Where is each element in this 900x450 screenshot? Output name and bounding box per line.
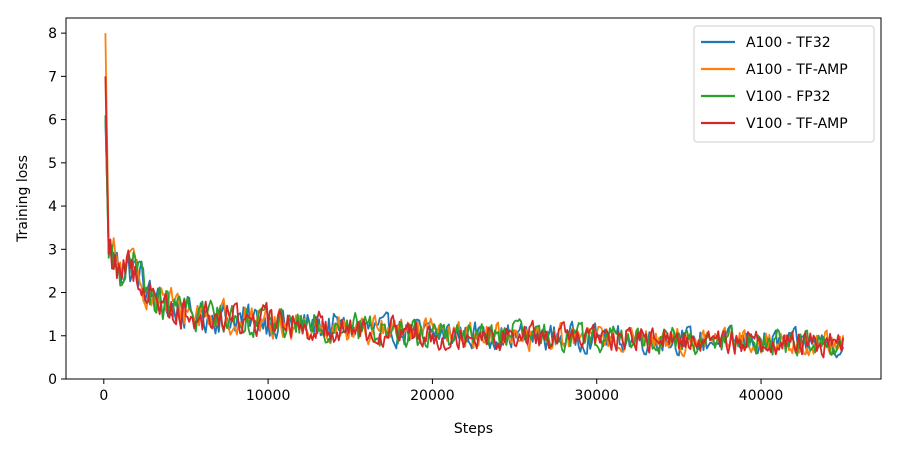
y-tick-label: 1	[48, 329, 57, 345]
x-tick-label: 0	[99, 388, 108, 404]
x-tick-label: 40000	[739, 388, 784, 404]
legend-entry-label: A100 - TF-AMP	[746, 62, 848, 78]
x-tick-label: 20000	[410, 388, 455, 404]
legend-entry-label: V100 - FP32	[746, 89, 831, 105]
plot-frame	[65, 17, 882, 380]
y-tick-label: 4	[48, 199, 57, 215]
y-tick-label: 5	[48, 156, 57, 172]
legend: A100 - TF32 A100 - TF-AMP V100 - FP32 V100 …	[693, 25, 875, 143]
y-tick-label: 0	[48, 372, 57, 388]
series-line	[104, 115, 844, 357]
y-tick-label: 2	[48, 286, 57, 302]
legend-entry-label: V100 - TF-AMP	[746, 116, 848, 132]
series-layer	[104, 33, 845, 359]
x-tick-label: 10000	[246, 388, 291, 404]
y-tick-label: 8	[48, 26, 57, 42]
y-axis-label: Training loss	[15, 155, 31, 243]
legend-box	[693, 25, 875, 143]
x-axis-label: Steps	[454, 421, 493, 437]
x-tick-label: 30000	[574, 388, 619, 404]
y-tick-label: 6	[48, 113, 57, 129]
y-axis-ticks: 0 1 2 3 4 5 6 7 8	[48, 26, 66, 388]
x-axis-ticks: 0 10000 20000 30000 40000	[99, 379, 783, 404]
series-line	[104, 76, 845, 359]
y-tick-label: 7	[48, 69, 57, 85]
y-tick-label: 3	[48, 242, 57, 258]
legend-entry-label: A100 - TF32	[746, 35, 831, 51]
